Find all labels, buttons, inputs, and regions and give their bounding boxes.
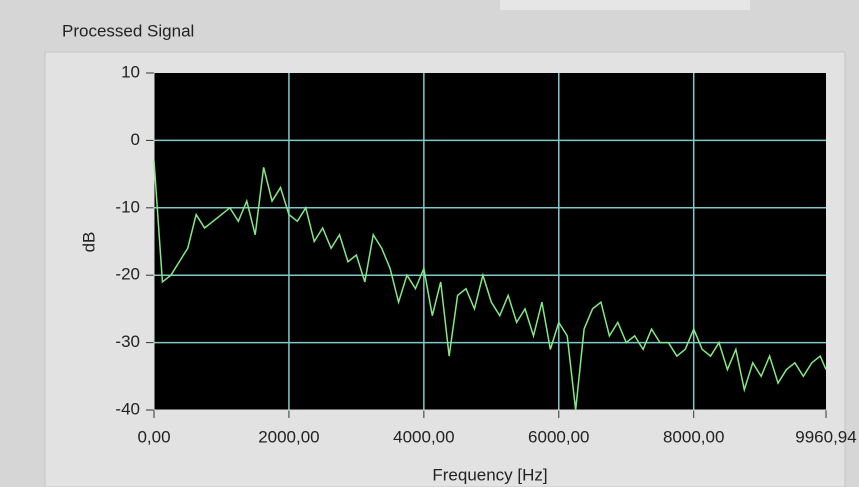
signal-line	[153, 160, 827, 411]
x-tick-label: 6000,00	[528, 427, 589, 446]
x-tick-label: 0,00	[137, 427, 170, 446]
x-tick-label: 4000,00	[393, 427, 454, 446]
y-tick-label: -10	[115, 197, 140, 216]
y-tick-label: -20	[115, 265, 140, 284]
plot-area	[154, 73, 826, 410]
y-tick-label: 0	[131, 130, 140, 149]
x-tick-label: 8000,00	[663, 427, 724, 446]
y-tick-label: 10	[121, 62, 140, 81]
y-axis-label: dB	[79, 232, 98, 253]
top-bar	[500, 0, 750, 10]
x-tick-label: 2000,00	[258, 427, 319, 446]
chart-title: Processed Signal	[62, 21, 194, 40]
x-tick-label: 9960,94	[795, 427, 856, 446]
y-tick-label: -40	[115, 399, 140, 418]
y-tick-label: -30	[115, 332, 140, 351]
x-axis-label: Frequency [Hz]	[432, 465, 547, 484]
